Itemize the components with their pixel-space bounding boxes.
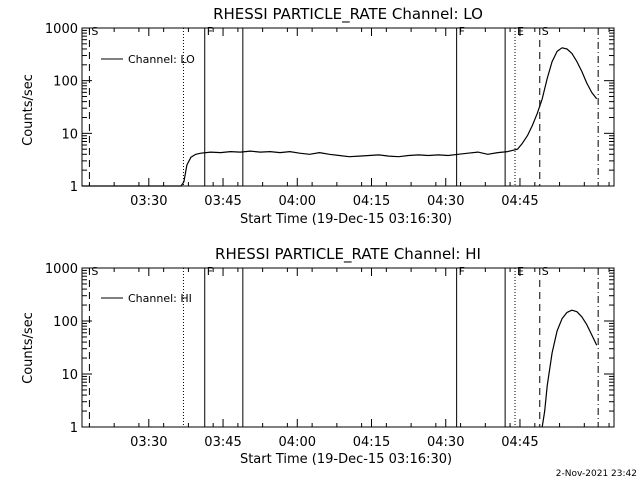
hi-event-marker-label: S <box>91 265 98 278</box>
hi-y-tick-label: 1 <box>70 421 78 436</box>
hi-y-ticks: 1 10 100 1000 <box>45 262 614 436</box>
lo-x-axis-label: Start Time (19-Dec-15 03:16:30) <box>240 212 452 227</box>
hi-event-marker-label: F <box>459 265 465 278</box>
lo-x-ticks: 03:30 03:45 04:00 04:15 04:30 04:45 <box>88 28 610 209</box>
hi-x-ticks: 03:30 03:45 04:00 04:15 04:30 04:45 <box>88 268 610 450</box>
lo-y-axis-label: Counts/sec <box>21 74 36 146</box>
hi-channel-panel: RHESSI PARTICLE_RATE Channel: HI Start T… <box>21 245 615 467</box>
hi-x-tick-label: 04:15 <box>353 435 390 450</box>
lo-x-tick-label: 04:15 <box>353 194 390 209</box>
lo-legend: Channel: LO <box>101 53 195 66</box>
hi-chart-title: RHESSI PARTICLE_RATE Channel: HI <box>215 245 481 264</box>
hi-series-line-hi <box>541 309 598 428</box>
lo-event-marker-label: E <box>517 25 524 38</box>
lo-x-tick-label: 03:30 <box>130 194 167 209</box>
hi-event-marker-label: F <box>207 265 213 278</box>
hi-y-tick-label: 10 <box>61 368 78 383</box>
hi-x-tick-label: 03:30 <box>130 435 167 450</box>
hi-x-tick-label: 03:45 <box>204 435 241 450</box>
hi-x-tick-label: 04:45 <box>501 435 538 450</box>
lo-event-marker-label: S <box>91 25 98 38</box>
lo-x-tick-label: 04:30 <box>427 194 464 209</box>
hi-event-marker-label: S <box>542 265 549 278</box>
lo-event-marker-label: F <box>207 25 213 38</box>
hi-y-axis-label: Counts/sec <box>21 312 36 384</box>
hi-x-axis-label: Start Time (19-Dec-15 03:16:30) <box>240 452 452 467</box>
lo-event-marker-label: F <box>459 25 465 38</box>
hi-event-marker-label: E <box>517 265 524 278</box>
lo-y-tick-label: 1000 <box>45 22 78 37</box>
hi-y-tick-label: 100 <box>53 315 78 330</box>
lo-plot-frame <box>81 27 615 187</box>
lo-y-tick-label: 1 <box>70 180 78 195</box>
hi-y-tick-label: 1000 <box>45 262 78 277</box>
lo-y-tick-label: 100 <box>53 75 78 90</box>
hi-series <box>541 309 598 428</box>
hi-plot-frame <box>81 267 615 428</box>
lo-chart-title: RHESSI PARTICLE_RATE Channel: LO <box>213 5 483 24</box>
hi-legend-label: Channel: HI <box>128 292 192 305</box>
lo-legend-label: Channel: LO <box>128 53 195 66</box>
lo-y-tick-label: 10 <box>61 127 78 142</box>
lo-channel-panel: RHESSI PARTICLE_RATE Channel: LO Start T… <box>21 5 615 227</box>
lo-x-tick-label: 04:00 <box>279 194 316 209</box>
lo-event-marker-label: S <box>542 25 549 38</box>
hi-x-tick-label: 04:00 <box>279 435 316 450</box>
generation-timestamp: 2-Nov-2021 23:42 <box>556 469 637 479</box>
lo-x-tick-label: 04:45 <box>501 194 538 209</box>
hi-legend: Channel: HI <box>101 292 192 305</box>
lo-x-tick-label: 03:45 <box>204 194 241 209</box>
hi-x-tick-label: 04:30 <box>427 435 464 450</box>
